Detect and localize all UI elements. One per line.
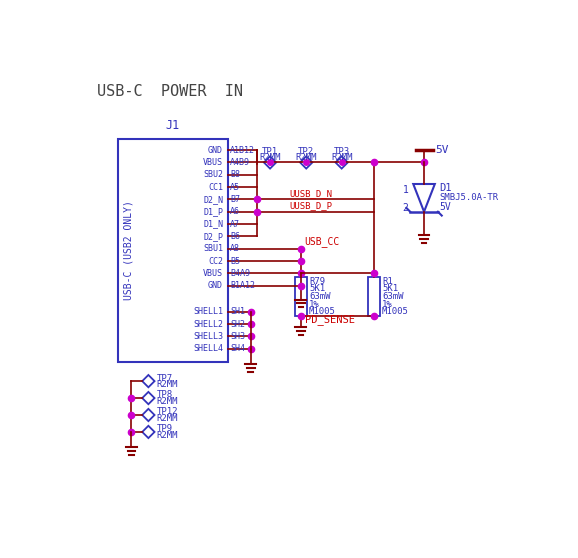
Text: B6: B6 (230, 232, 240, 241)
Text: SHELL2: SHELL2 (193, 320, 223, 329)
Text: B5: B5 (230, 257, 240, 266)
Text: UUSB_D_P: UUSB_D_P (290, 201, 332, 210)
Text: 1: 1 (403, 185, 409, 195)
Text: R2MM: R2MM (157, 431, 179, 440)
Text: A1B12: A1B12 (230, 146, 255, 155)
Text: 1%: 1% (382, 300, 393, 309)
Text: TP2: TP2 (298, 147, 314, 156)
Text: VBUS: VBUS (203, 269, 223, 278)
Text: SH2: SH2 (230, 320, 245, 329)
Text: CC1: CC1 (208, 182, 223, 191)
Text: R2MM: R2MM (331, 153, 353, 162)
Bar (117, 138, 228, 362)
Text: B8: B8 (230, 170, 240, 179)
Text: D1_P: D1_P (203, 207, 223, 216)
Text: TP7: TP7 (157, 373, 173, 383)
Text: GND: GND (208, 281, 223, 290)
Text: TP3: TP3 (334, 147, 350, 156)
Text: USB-C  POWER  IN: USB-C POWER IN (97, 84, 243, 99)
Text: A7: A7 (230, 219, 240, 229)
Text: R79: R79 (309, 277, 325, 286)
Text: UUSB_D_N: UUSB_D_N (290, 189, 332, 198)
Text: SH4: SH4 (230, 344, 245, 353)
Text: J1: J1 (165, 119, 180, 132)
Text: 5K1: 5K1 (309, 284, 325, 293)
Text: 5V: 5V (439, 202, 451, 212)
Text: SHELL4: SHELL4 (193, 344, 223, 353)
Text: SBU1: SBU1 (203, 244, 223, 253)
Text: SHELL3: SHELL3 (193, 332, 223, 341)
Text: R2MM: R2MM (157, 381, 179, 389)
Bar (295, 277, 306, 316)
Text: 5V: 5V (435, 145, 449, 155)
Text: R2MM: R2MM (157, 415, 179, 424)
Text: R2MM: R2MM (157, 397, 179, 406)
Text: 2: 2 (403, 203, 409, 213)
Text: CC2: CC2 (208, 257, 223, 266)
Text: A4B9: A4B9 (230, 158, 250, 167)
Text: 63mW: 63mW (309, 292, 331, 301)
Bar (368, 277, 380, 316)
Text: M1005: M1005 (309, 307, 336, 316)
Text: GND: GND (208, 146, 223, 155)
Text: USB-C (USB2 ONLY): USB-C (USB2 ONLY) (123, 200, 134, 300)
Text: D1: D1 (439, 183, 452, 193)
Text: SBU2: SBU2 (203, 170, 223, 179)
Text: B4A9: B4A9 (230, 269, 250, 278)
Text: B1A12: B1A12 (230, 281, 255, 290)
Text: 63mW: 63mW (382, 292, 403, 301)
Text: 5K1: 5K1 (382, 284, 398, 293)
Text: SHELL1: SHELL1 (193, 307, 223, 316)
Text: R2MM: R2MM (260, 153, 281, 162)
Text: SH3: SH3 (230, 332, 245, 341)
Text: A6: A6 (230, 207, 240, 216)
Text: 1%: 1% (309, 300, 320, 309)
Text: TP12: TP12 (157, 407, 179, 416)
Text: USB_CC: USB_CC (305, 236, 340, 247)
Text: M1005: M1005 (382, 307, 409, 316)
Text: TP9: TP9 (157, 425, 173, 434)
Text: SMBJ5.0A-TR: SMBJ5.0A-TR (439, 194, 499, 203)
Text: PD_SENSE: PD_SENSE (305, 314, 355, 325)
Text: TP1: TP1 (262, 147, 278, 156)
Text: R1: R1 (382, 277, 393, 286)
Text: TP8: TP8 (157, 391, 173, 400)
Text: D2_N: D2_N (203, 195, 223, 204)
Text: D2_P: D2_P (203, 232, 223, 241)
Text: SH1: SH1 (230, 307, 245, 316)
Text: B7: B7 (230, 195, 240, 204)
Text: D1_N: D1_N (203, 219, 223, 229)
Text: A8: A8 (230, 244, 240, 253)
Text: VBUS: VBUS (203, 158, 223, 167)
Text: R2MM: R2MM (295, 153, 317, 162)
Text: A5: A5 (230, 182, 240, 191)
